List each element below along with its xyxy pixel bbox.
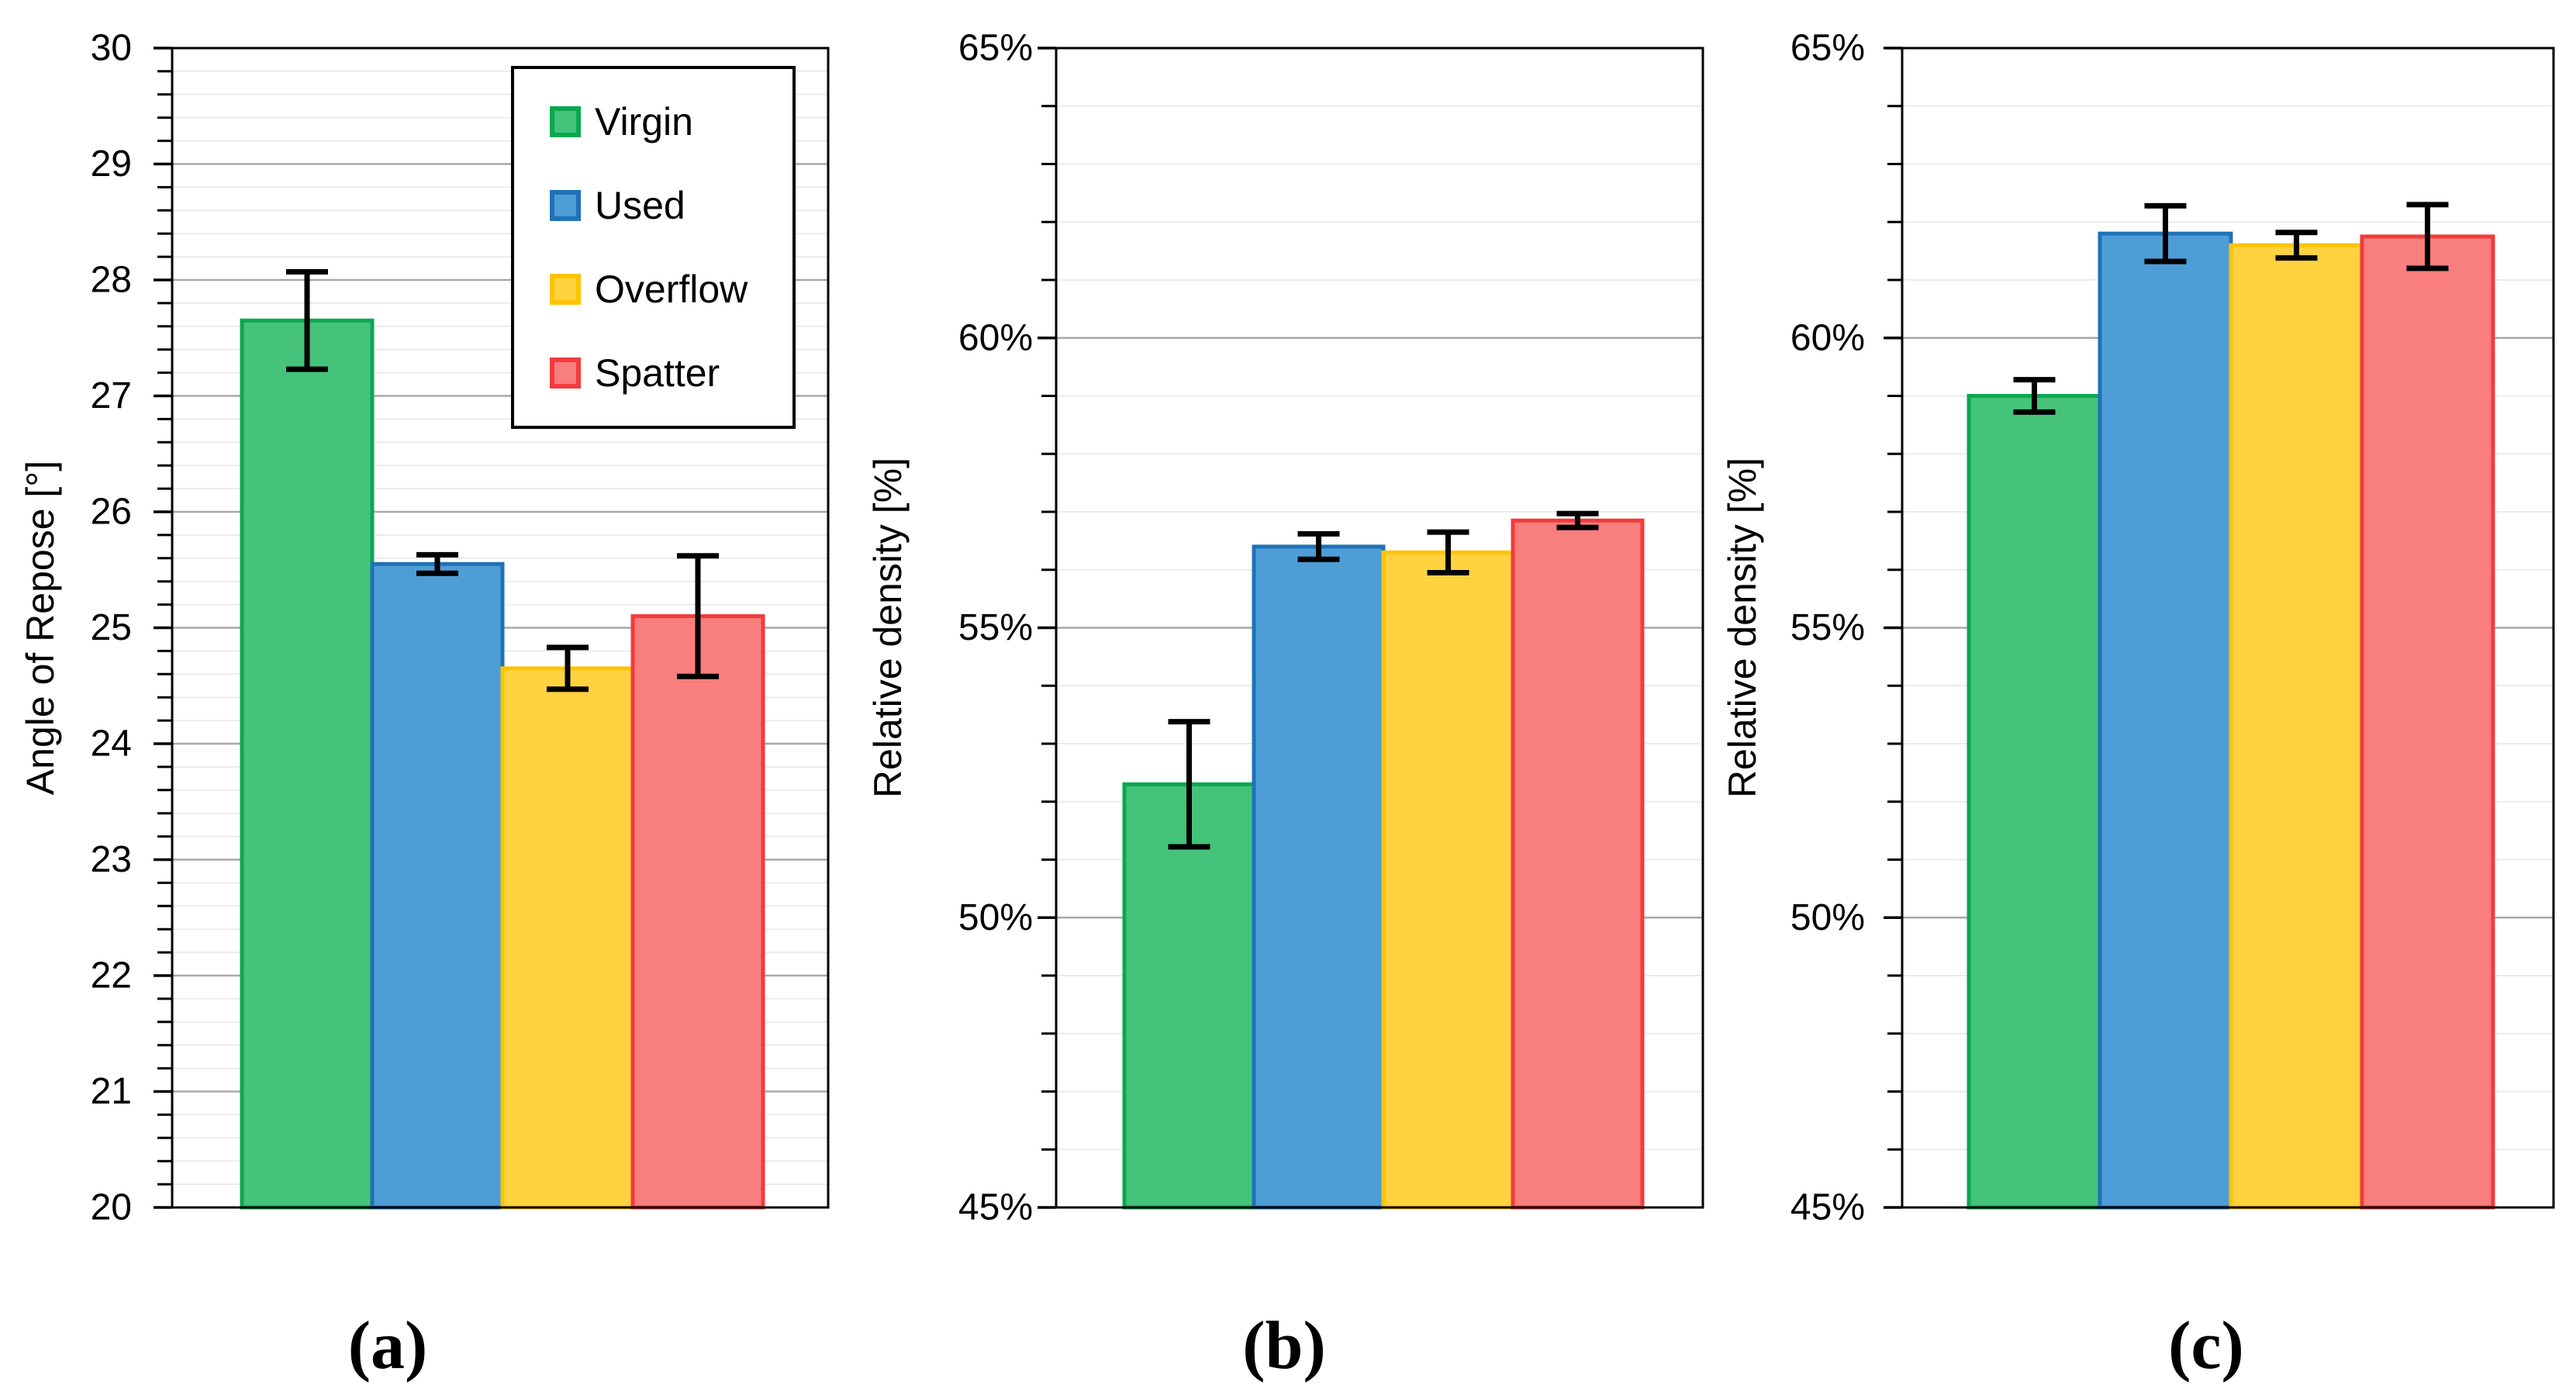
panel-b: 45% 50% 55% 60% 65% Relative density [%] (b) <box>858 0 1717 1399</box>
svg-text:26: 26 <box>91 492 132 533</box>
panel-label-b: (b) <box>1242 1308 1326 1383</box>
legend-box: Virgin Used Overflow Spatter <box>511 66 796 429</box>
svg-text:65%: 65% <box>1790 28 1865 69</box>
y-axis-tick-labels: 20 21 22 23 24 25 26 27 28 29 30 <box>91 28 132 1228</box>
legend-item-label: Spatter <box>595 351 720 395</box>
svg-text:60%: 60% <box>1790 317 1865 358</box>
y-axis-title: Relative density [%] <box>866 458 910 798</box>
svg-text:45%: 45% <box>1790 1187 1865 1228</box>
y-axis-ticks <box>1038 47 1056 1209</box>
error-bar-used <box>416 551 458 576</box>
bar-virgin <box>1122 782 1256 1210</box>
bar-used <box>2098 231 2233 1210</box>
y-axis-title: Relative density [%] <box>1721 458 1764 798</box>
error-bar-virgin <box>286 269 328 372</box>
error-bar-spatter <box>1556 510 1599 530</box>
panel-a: 20 21 22 23 24 25 26 27 28 29 30 Angle of Repose [°… <box>0 0 858 1399</box>
error-bar-virgin <box>2013 377 2056 415</box>
legend-item-used: Used <box>550 186 792 225</box>
svg-text:22: 22 <box>91 955 132 997</box>
bar-overflow <box>500 666 635 1210</box>
legend-item-spatter: Spatter <box>550 354 792 392</box>
error-bar-spatter <box>677 553 719 679</box>
svg-text:45%: 45% <box>958 1187 1033 1228</box>
bar-spatter <box>2360 234 2495 1210</box>
svg-text:50%: 50% <box>1790 897 1865 938</box>
y-axis-title: Angle of Repose [°] <box>19 461 62 795</box>
error-bars <box>2013 202 2449 415</box>
bar-virgin <box>240 318 375 1210</box>
error-bars <box>1168 510 1599 850</box>
legend-item-virgin: Virgin <box>550 102 792 141</box>
error-bar-overflow <box>2275 230 2318 261</box>
legend-swatch-overflow-icon <box>550 274 581 305</box>
error-bars <box>286 269 719 693</box>
bar-virgin <box>1967 394 2102 1210</box>
legend-item-label: Used <box>595 184 685 227</box>
legend-item-overflow: Overflow <box>550 270 792 309</box>
svg-text:20: 20 <box>91 1187 132 1228</box>
bars <box>240 318 765 1210</box>
bar-chart-relative-density-b: 45% 50% 55% 60% 65% Relative density [%] <box>866 28 1704 1228</box>
svg-text:60%: 60% <box>958 317 1033 358</box>
error-bar-spatter <box>2406 202 2449 271</box>
legend-item-label: Overflow <box>595 268 748 311</box>
bar-chart-angle-of-repose: 20 21 22 23 24 25 26 27 28 29 30 Angle of Repose [°… <box>19 28 830 1228</box>
panel-c: 45% 50% 55% 60% 65% Relative density [%] (c) <box>1717 0 2576 1399</box>
bar-used <box>370 561 505 1210</box>
error-bar-overflow <box>547 644 589 693</box>
bar-chart-relative-density-c: 45% 50% 55% 60% 65% Relative density [%] <box>1721 28 2555 1228</box>
bar-overflow <box>1381 550 1515 1210</box>
y-axis-ticks <box>154 47 172 1209</box>
svg-text:30: 30 <box>91 28 132 69</box>
legend-swatch-spatter-icon <box>550 358 581 389</box>
panel-label-a: (a) <box>347 1308 428 1383</box>
svg-text:23: 23 <box>91 839 132 880</box>
svg-text:55%: 55% <box>1790 607 1865 648</box>
error-bar-overflow <box>1427 529 1469 575</box>
svg-text:55%: 55% <box>958 607 1033 648</box>
svg-text:21: 21 <box>91 1071 132 1112</box>
bar-spatter <box>630 614 765 1210</box>
svg-text:25: 25 <box>91 607 132 648</box>
svg-text:27: 27 <box>91 375 132 416</box>
error-bar-used <box>1297 530 1340 562</box>
svg-text:50%: 50% <box>958 897 1033 938</box>
y-axis-ticks <box>1884 47 1902 1209</box>
error-bar-used <box>2144 202 2187 264</box>
bars <box>1122 518 1645 1210</box>
y-axis-tick-labels: 45% 50% 55% 60% 65% <box>1790 28 1865 1228</box>
svg-text:28: 28 <box>91 260 132 301</box>
svg-text:24: 24 <box>91 724 132 765</box>
legend-swatch-used-icon <box>550 190 581 221</box>
bar-overflow <box>2229 243 2364 1210</box>
svg-text:65%: 65% <box>958 28 1033 69</box>
bar-spatter <box>1511 518 1645 1210</box>
legend-item-label: Virgin <box>595 100 693 143</box>
panel-label-c: (c) <box>2168 1308 2244 1383</box>
legend-swatch-virgin-icon <box>550 106 581 137</box>
bars <box>1967 231 2495 1210</box>
y-axis-tick-labels: 45% 50% 55% 60% 65% <box>958 28 1033 1228</box>
error-bar-virgin <box>1168 719 1210 850</box>
svg-text:29: 29 <box>91 143 132 185</box>
bar-used <box>1252 544 1386 1210</box>
